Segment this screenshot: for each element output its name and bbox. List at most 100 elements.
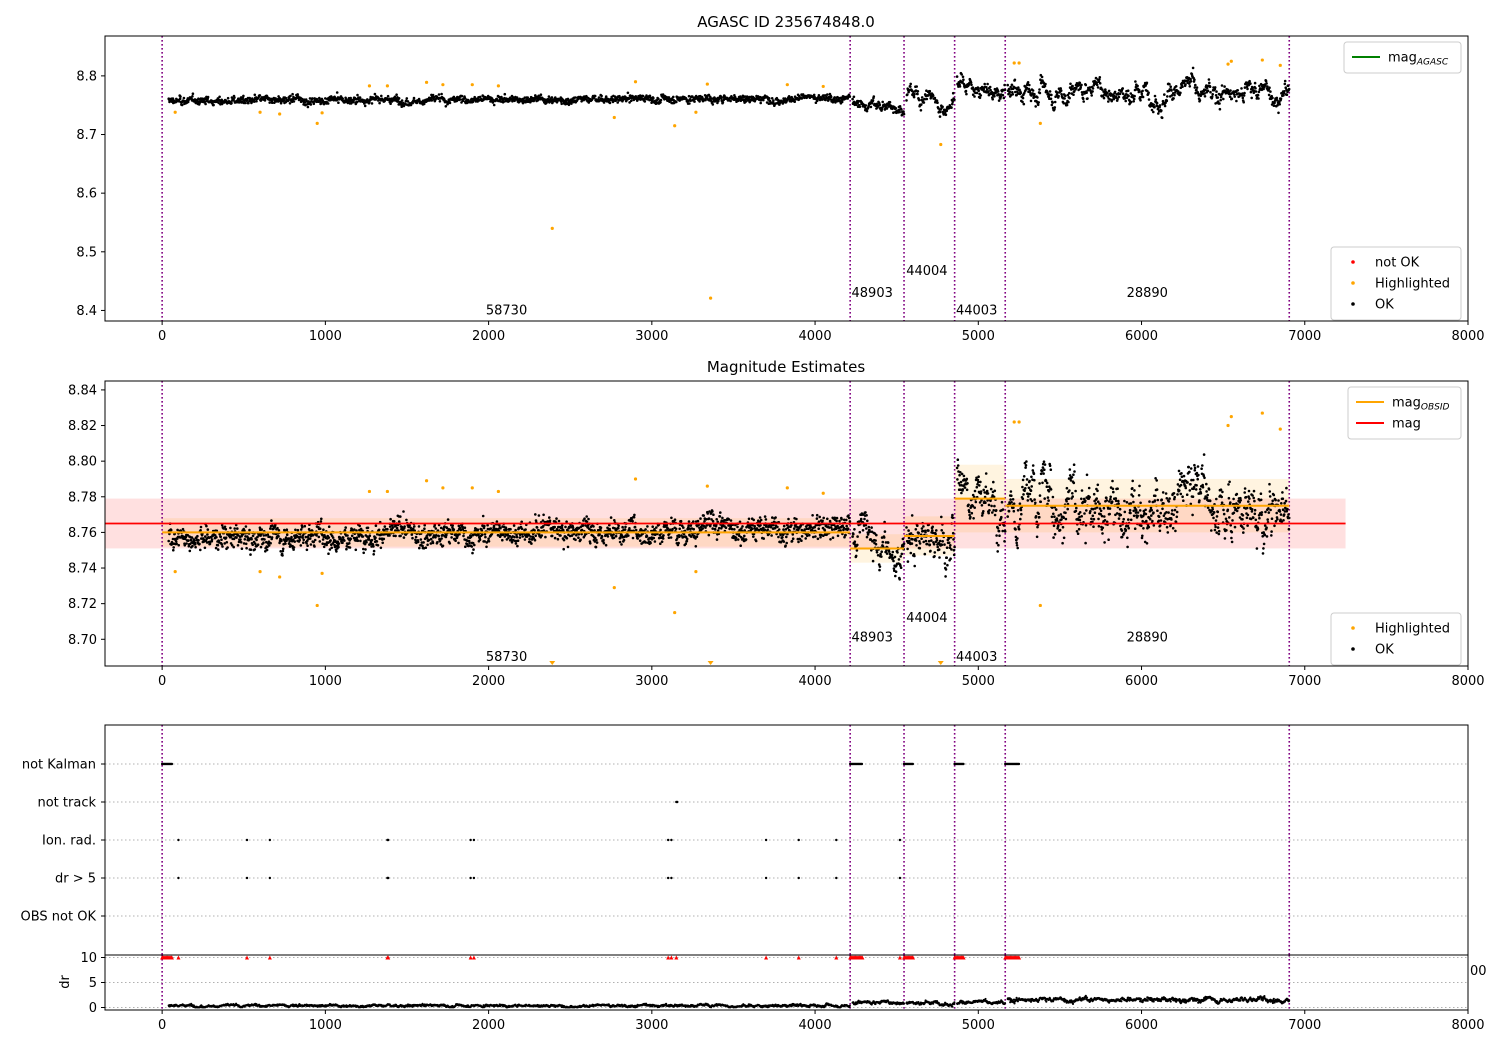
ok-point <box>846 527 850 530</box>
ok-point <box>1072 93 1075 96</box>
ok-point <box>177 543 180 547</box>
ok-point <box>730 527 734 531</box>
ok-point <box>702 514 705 517</box>
ok-point <box>1067 91 1071 95</box>
ok-point <box>907 529 910 532</box>
ok-point <box>729 519 733 522</box>
ok-point <box>917 531 920 535</box>
ok-point <box>1048 90 1052 93</box>
ok-point <box>729 99 732 103</box>
ok-point <box>941 105 944 109</box>
ok-point <box>216 543 220 547</box>
ok-point <box>1086 97 1089 100</box>
ok-point <box>1133 94 1136 98</box>
ok-point <box>951 102 954 106</box>
ok-point <box>1071 84 1074 88</box>
ok-point <box>472 548 475 551</box>
ok-point <box>772 99 775 102</box>
ok-point <box>875 550 879 554</box>
ok-point <box>1163 104 1167 108</box>
ok-point <box>539 93 543 96</box>
ok-point <box>279 101 283 105</box>
ok-point <box>883 530 887 533</box>
ok-point <box>1026 81 1030 84</box>
ok-point <box>389 102 392 105</box>
ok-point <box>1081 97 1085 101</box>
ok-point <box>463 96 467 100</box>
ok-point <box>851 535 854 538</box>
ok-point <box>1249 82 1252 85</box>
ok-point <box>411 536 414 540</box>
ok-point <box>1254 90 1258 93</box>
ok-point <box>259 545 263 549</box>
ok-point <box>631 536 635 540</box>
ok-point <box>894 570 898 573</box>
ok-point <box>285 533 289 536</box>
ok-point <box>169 528 173 532</box>
ok-point <box>902 110 905 113</box>
ok-point <box>713 528 717 531</box>
ok-point <box>1264 79 1268 83</box>
ok-point <box>425 536 429 540</box>
ok-point <box>1233 95 1236 98</box>
ok-point <box>245 546 248 550</box>
ok-point <box>967 503 970 507</box>
ok-point <box>741 525 744 528</box>
ok-point <box>671 527 674 531</box>
ok-point <box>573 96 577 99</box>
ok-point <box>289 94 292 98</box>
ok-point <box>281 547 285 551</box>
ok-point <box>329 539 332 542</box>
ok-point <box>953 98 956 101</box>
ok-point <box>1189 77 1192 81</box>
ok-point <box>262 541 265 544</box>
ok-point <box>1256 93 1260 97</box>
ok-point <box>674 527 678 531</box>
ok-point <box>363 104 367 108</box>
ok-point <box>858 530 862 534</box>
ok-point <box>707 517 711 520</box>
obsid-label: 48903 <box>852 286 893 301</box>
ok-point <box>621 525 624 529</box>
ok-point <box>302 538 306 542</box>
ok-point <box>464 545 467 548</box>
ok-point <box>594 545 598 549</box>
ok-point <box>906 93 909 96</box>
ok-point <box>434 534 438 537</box>
ok-point <box>301 525 304 529</box>
ok-point <box>623 528 627 531</box>
ok-point <box>624 525 627 529</box>
ok-point <box>949 544 952 547</box>
ok-point <box>402 510 405 513</box>
ok-point <box>937 548 941 551</box>
ok-point <box>419 538 423 541</box>
ok-point <box>882 536 886 539</box>
ok-point <box>814 101 818 104</box>
ok-point <box>1248 79 1251 83</box>
ok-point <box>1273 101 1276 105</box>
ok-point <box>1136 84 1139 88</box>
ok-point <box>687 94 691 98</box>
ok-point <box>643 100 647 103</box>
ok-point <box>721 516 724 520</box>
ok-point <box>509 527 512 531</box>
ok-point <box>987 503 991 507</box>
ok-point <box>653 540 657 543</box>
ok-point <box>933 96 937 100</box>
ok-point <box>616 101 619 104</box>
ok-point <box>1193 78 1196 81</box>
ok-point <box>296 93 300 96</box>
agasc-status-legend-marker <box>1351 302 1355 306</box>
ok-point <box>172 546 175 549</box>
ok-point <box>893 555 897 559</box>
ok-point <box>655 526 658 529</box>
ok-point <box>740 96 743 99</box>
ok-point <box>566 545 570 549</box>
ok-point <box>253 542 257 545</box>
ok-point <box>1181 85 1184 88</box>
ok-point <box>1057 94 1060 98</box>
ok-point <box>865 535 869 539</box>
ok-point <box>244 542 248 546</box>
ok-point <box>193 542 197 546</box>
ok-point <box>440 92 443 96</box>
